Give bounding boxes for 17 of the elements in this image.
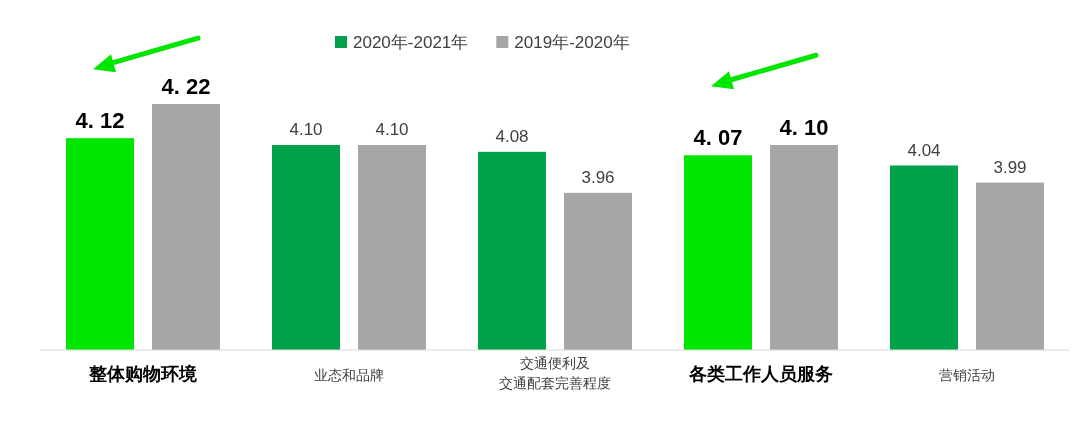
data-label: 4.04: [907, 140, 941, 160]
x-tick-label: 营销活动: [939, 367, 995, 383]
x-tick-label: 交通便利及交通配套完善程度: [499, 355, 611, 391]
x-tick-label: 整体购物环境: [88, 364, 197, 384]
data-label: 4. 12: [75, 108, 125, 134]
legend-label: 2019年-2020年: [514, 33, 630, 52]
legend-label: 2020年-2021年: [353, 33, 469, 52]
data-label: 4. 22: [161, 74, 211, 99]
data-label: 4. 10: [779, 115, 829, 140]
data-label: 4.08: [495, 126, 529, 146]
data-label: 4.10: [289, 120, 323, 139]
data-label: 3.99: [993, 157, 1027, 177]
data-label: 4. 07: [693, 125, 743, 151]
data-label: 4.10: [375, 120, 409, 139]
data-label: 3.96: [581, 167, 615, 187]
x-tick-label: 各类工作人员服务: [688, 364, 833, 384]
x-tick-label: 业态和品牌: [314, 367, 384, 383]
